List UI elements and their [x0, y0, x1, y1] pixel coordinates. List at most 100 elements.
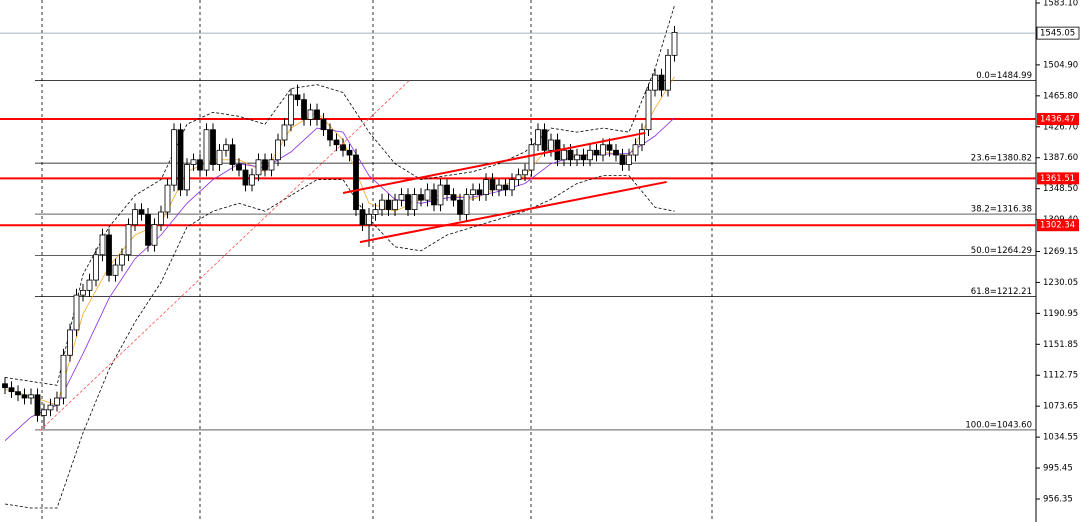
- candle-body: [489, 179, 496, 191]
- fib-label: 100.0=1043.60: [965, 420, 1032, 430]
- fib-label: 38.2=1316.38: [971, 205, 1032, 215]
- candle-body: [327, 129, 333, 141]
- y-tick-label: 1387.60: [1043, 153, 1078, 163]
- candle-body: [281, 124, 288, 141]
- candle-body: [346, 149, 353, 156]
- candle-body: [600, 144, 606, 156]
- candle-body: [320, 119, 327, 131]
- candle-body: [671, 31, 678, 56]
- candle-body: [73, 294, 80, 331]
- candle-body: [613, 149, 619, 156]
- candle-body: [619, 154, 626, 165]
- candle-body: [639, 129, 645, 146]
- candle-body: [483, 179, 489, 196]
- candle-body: [216, 149, 223, 165]
- y-tick-label: 1151.85: [1043, 340, 1078, 350]
- candle-body: [353, 154, 359, 211]
- y-tick-label: 1269.15: [1043, 247, 1078, 257]
- candle-body: [632, 144, 639, 156]
- candle-body: [418, 194, 424, 201]
- current-price-label: 1545.05: [1040, 29, 1075, 39]
- candle-body: [431, 189, 437, 206]
- candle-body: [652, 74, 658, 91]
- candle-body: [561, 149, 567, 161]
- candle-body: [593, 149, 600, 156]
- fib-label: 50.0=1264.29: [971, 246, 1032, 256]
- candle-body: [385, 199, 392, 211]
- y-tick-label: 1230.05: [1043, 278, 1078, 288]
- fib-label: 0.0=1484.99: [976, 71, 1032, 81]
- candle-body: [288, 94, 294, 126]
- candle-body: [509, 179, 515, 191]
- candle-body: [398, 194, 405, 201]
- candle-body: [34, 394, 41, 416]
- candle-body: [112, 264, 119, 276]
- candle-body: [294, 94, 301, 101]
- candle-body: [496, 184, 502, 191]
- candle-body: [184, 164, 190, 191]
- candle-body: [411, 194, 418, 211]
- candle-body: [132, 209, 138, 226]
- candle-body: [93, 254, 99, 281]
- candle-body: [262, 159, 268, 171]
- candle-body: [424, 189, 431, 201]
- candle-body: [41, 409, 47, 416]
- level-tag: [1037, 172, 1079, 185]
- candle-body: [60, 354, 67, 399]
- candle-body: [333, 139, 340, 146]
- candle-body: [665, 54, 671, 91]
- y-tick-label: 1465.80: [1043, 91, 1078, 101]
- candle-body: [28, 394, 34, 399]
- y-tick-label: 1034.55: [1043, 433, 1078, 443]
- candle-body: [541, 129, 548, 151]
- candle-body: [151, 224, 158, 246]
- candle-body: [275, 139, 281, 161]
- candle-body: [158, 211, 164, 226]
- indicator-line: [4, 175, 675, 509]
- candle-body: [457, 199, 463, 215]
- candle-body: [476, 189, 483, 196]
- candle-body: [86, 279, 93, 291]
- level-tag-label: 1436.47: [1040, 115, 1075, 125]
- candle-body: [47, 404, 54, 411]
- candle-body: [203, 129, 210, 171]
- candle-body: [366, 213, 372, 226]
- candle-body: [463, 194, 470, 215]
- candle-body: [164, 184, 171, 213]
- y-tick-label: 956.35: [1043, 495, 1073, 505]
- candle-body: [249, 174, 255, 186]
- candle-body: [372, 209, 379, 215]
- candle-body: [197, 159, 203, 171]
- level-tag: [1037, 219, 1079, 232]
- candle-body: [580, 154, 587, 161]
- y-tick-label: 1583.10: [1043, 0, 1078, 9]
- candle-body: [242, 169, 249, 186]
- level-tag-label: 1361.51: [1040, 174, 1075, 184]
- candle-body: [548, 139, 554, 151]
- candle-body: [15, 391, 21, 396]
- candle-body: [535, 129, 541, 146]
- candle-body: [379, 199, 385, 211]
- candle-body: [268, 159, 275, 171]
- candle-body: [658, 74, 665, 91]
- candle-body: [606, 144, 613, 151]
- candle-body: [444, 184, 450, 196]
- candle-body: [171, 129, 177, 186]
- candle-body: [190, 159, 197, 165]
- candle-body: [502, 184, 509, 191]
- candle-body: [626, 154, 632, 165]
- candle-body: [67, 329, 73, 356]
- y-tick-label: 1348.50: [1043, 184, 1078, 194]
- candle-body: [301, 99, 307, 120]
- candle-body: [229, 144, 236, 165]
- y-tick-label: 1190.95: [1043, 309, 1078, 319]
- indicator-line: [4, 5, 675, 386]
- candle-body: [567, 149, 574, 161]
- candle-body: [405, 194, 411, 211]
- candle-body: [340, 144, 346, 151]
- candle-body: [574, 154, 580, 161]
- candle-body: [80, 289, 86, 296]
- candle-body: [307, 109, 314, 120]
- candle-body: [645, 89, 652, 131]
